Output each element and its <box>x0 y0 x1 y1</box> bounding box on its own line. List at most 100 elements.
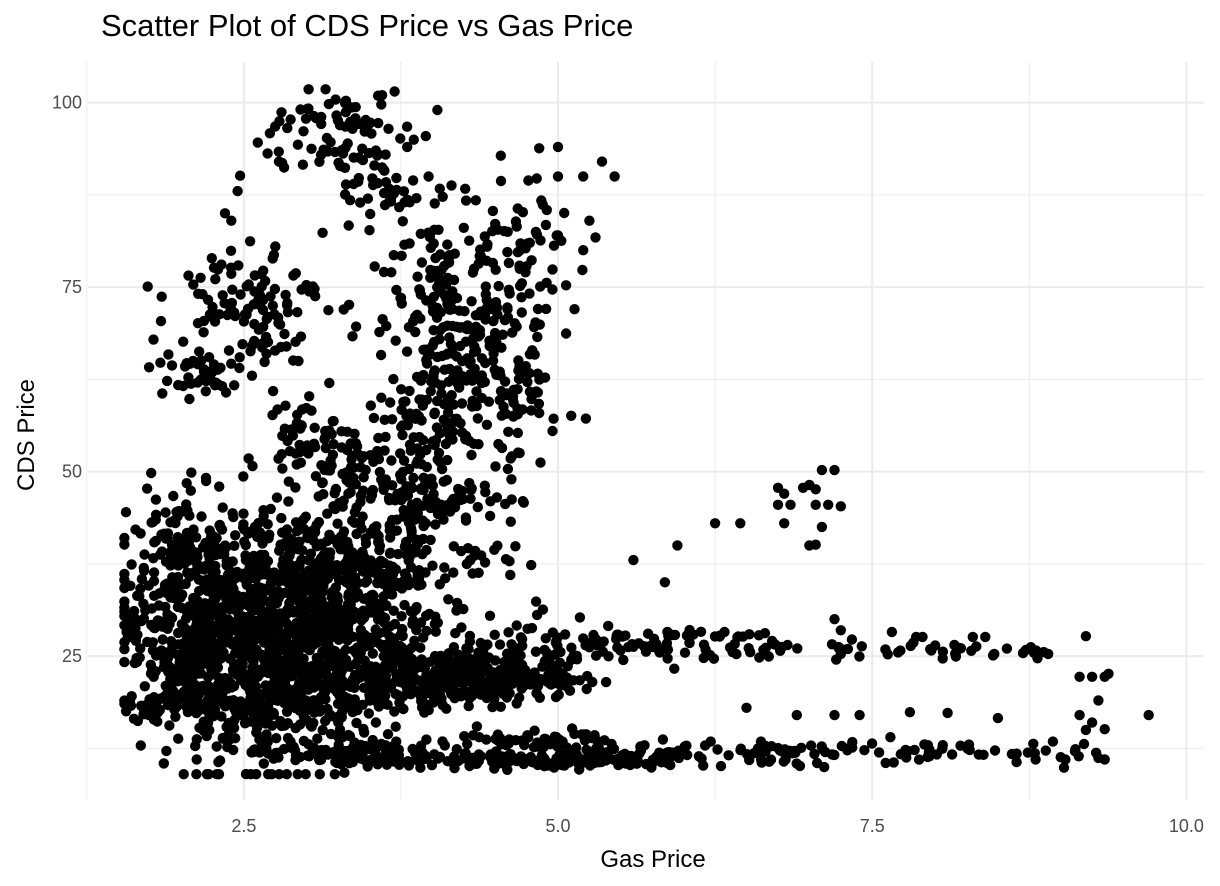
data-point <box>472 413 483 424</box>
data-point <box>620 630 631 641</box>
data-point <box>355 664 366 675</box>
data-point <box>791 709 802 721</box>
data-point <box>363 708 374 719</box>
data-point <box>298 126 309 137</box>
data-point <box>846 634 858 645</box>
data-point <box>250 746 261 757</box>
data-point <box>213 379 224 390</box>
data-point <box>398 455 410 466</box>
data-point <box>430 519 441 530</box>
data-point <box>1143 709 1154 721</box>
data-point <box>480 357 491 369</box>
data-point <box>578 245 589 256</box>
data-point <box>988 649 999 660</box>
data-point <box>326 649 337 661</box>
data-point <box>842 745 853 756</box>
data-point <box>208 538 220 549</box>
data-point <box>266 586 277 597</box>
data-point <box>347 331 358 342</box>
data-point <box>946 749 958 760</box>
data-point <box>931 749 942 760</box>
data-point <box>396 384 407 395</box>
data-point <box>1086 671 1098 682</box>
data-point <box>724 642 736 653</box>
data-point <box>122 701 133 712</box>
data-point <box>955 740 966 751</box>
data-point <box>240 677 252 688</box>
data-point <box>437 736 448 747</box>
data-point <box>321 132 333 144</box>
data-point <box>403 760 415 771</box>
data-point <box>121 610 133 621</box>
data-point <box>194 346 205 357</box>
data-point <box>235 289 246 300</box>
data-point <box>317 477 328 489</box>
data-point <box>370 717 382 728</box>
data-point <box>425 386 436 397</box>
x-tick-label: 2.5 <box>231 816 256 836</box>
data-point <box>474 329 486 340</box>
data-point <box>161 375 173 387</box>
data-point <box>192 551 203 563</box>
data-point <box>372 178 383 189</box>
data-point <box>247 460 258 472</box>
data-point <box>790 747 801 758</box>
data-point <box>528 742 540 753</box>
data-point <box>603 620 614 632</box>
data-point <box>386 455 397 466</box>
data-point <box>389 706 400 717</box>
data-point <box>184 358 196 369</box>
data-point <box>555 646 566 658</box>
data-point <box>516 307 527 318</box>
data-point <box>467 568 478 579</box>
data-point <box>646 762 657 773</box>
data-point <box>522 376 533 388</box>
data-point <box>396 250 407 261</box>
data-point <box>191 769 202 780</box>
data-point <box>892 647 904 658</box>
data-point <box>416 579 427 590</box>
data-point <box>409 547 420 558</box>
data-point <box>333 607 344 618</box>
data-point <box>856 641 867 652</box>
data-point <box>434 183 445 194</box>
data-point <box>533 398 545 409</box>
data-point <box>300 511 311 522</box>
data-point <box>430 377 441 388</box>
data-point <box>505 516 516 527</box>
data-point <box>297 159 309 170</box>
data-point <box>466 296 477 307</box>
data-point <box>320 744 332 756</box>
data-point <box>695 626 707 637</box>
data-point <box>404 385 415 397</box>
data-point <box>351 528 362 540</box>
data-point <box>167 553 178 564</box>
data-point <box>888 757 899 768</box>
data-point <box>453 483 464 495</box>
data-point <box>255 698 267 709</box>
data-point <box>335 623 347 634</box>
data-point <box>338 526 350 537</box>
data-point <box>338 495 349 506</box>
data-point <box>423 171 434 182</box>
data-point <box>134 652 145 663</box>
data-point <box>419 707 430 718</box>
data-point <box>235 598 246 610</box>
data-point <box>457 427 468 438</box>
data-point <box>482 639 493 650</box>
data-point <box>503 426 514 437</box>
data-point <box>487 355 499 366</box>
data-point <box>198 327 209 338</box>
data-point <box>498 688 509 700</box>
data-point <box>382 729 394 740</box>
data-point <box>510 735 521 746</box>
data-point <box>272 747 283 758</box>
data-point <box>412 271 423 282</box>
data-point <box>458 222 469 233</box>
data-point <box>419 663 430 674</box>
data-point <box>698 652 709 664</box>
data-point <box>135 740 146 751</box>
data-point <box>202 574 213 585</box>
data-point <box>354 517 366 528</box>
data-point <box>913 754 925 765</box>
